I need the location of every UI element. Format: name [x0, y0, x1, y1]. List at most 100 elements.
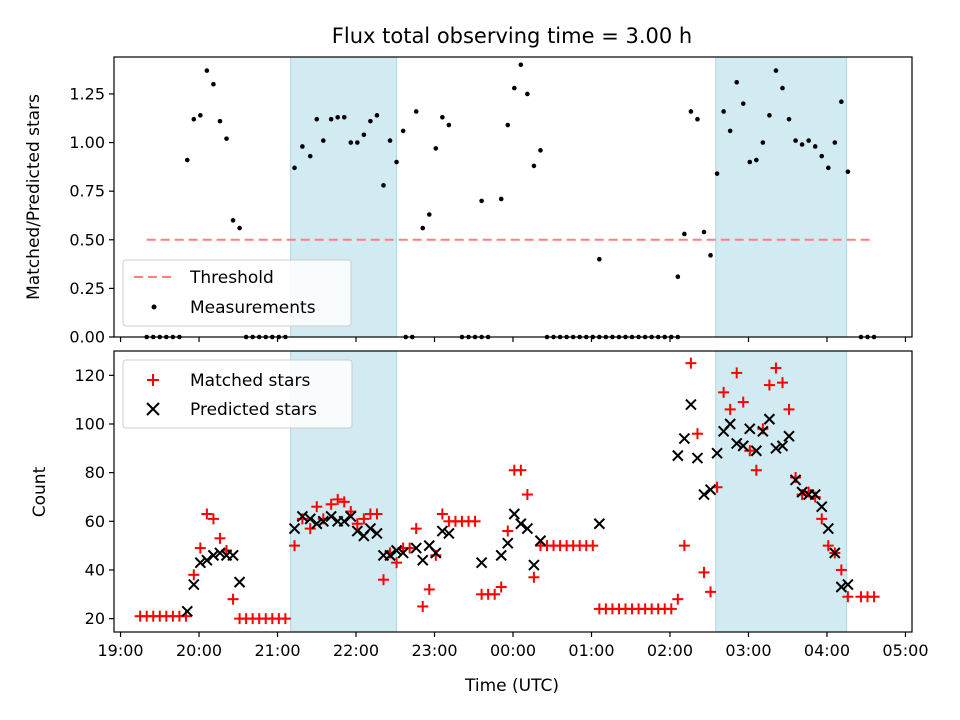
- measurement-point: [525, 91, 530, 97]
- predicted-star-marker: [443, 527, 455, 540]
- matched-star-marker: [489, 588, 501, 600]
- matched-star-marker: [528, 571, 540, 583]
- measurement-point: [819, 153, 825, 159]
- predicted-star-marker: [430, 547, 442, 559]
- predicted-star-marker: [789, 474, 802, 486]
- matched-star-marker: [678, 540, 690, 552]
- predicted-star-marker: [325, 510, 337, 523]
- measurement-point: [695, 116, 700, 122]
- matched-star-marker: [332, 493, 344, 505]
- x-tick-label: 21:00: [254, 641, 300, 660]
- x-tick-label: 03:00: [725, 641, 771, 660]
- measurement-point: [708, 253, 713, 258]
- measurement-point: [498, 196, 504, 202]
- predicted-star-marker: [351, 525, 364, 537]
- measurement-point: [812, 144, 818, 149]
- matched-star-marker: [515, 464, 527, 476]
- legend-predicted-label: Predicted stars: [190, 400, 317, 420]
- predicted-star-marker: [317, 515, 330, 528]
- matched-star-marker: [763, 379, 775, 391]
- matched-star-marker: [665, 603, 677, 615]
- measurement-point: [355, 140, 360, 145]
- predicted-star-marker: [304, 513, 316, 525]
- matched-star-marker: [358, 513, 370, 525]
- predicted-star-marker: [704, 483, 717, 496]
- predicted-star-marker: [207, 549, 220, 562]
- predicted-star-marker: [436, 525, 449, 537]
- measurement-point: [505, 122, 511, 128]
- predicted-star-marker: [724, 418, 736, 430]
- x-tick-label: 22:00: [333, 641, 379, 660]
- matched-star-marker: [816, 513, 828, 525]
- predicted-star-marker: [593, 518, 606, 530]
- predicted-star-marker: [410, 542, 422, 554]
- matched-star-marker: [776, 377, 788, 389]
- legend-predicted-swatch: [146, 402, 160, 416]
- bottom-legend-box: [122, 359, 353, 429]
- measurement-point: [714, 171, 720, 176]
- matched-star-marker: [289, 540, 301, 552]
- predicted-star-marker: [528, 559, 540, 571]
- predicted-star-marker: [233, 576, 246, 588]
- legend-matched-swatch: [147, 374, 159, 386]
- matched-star-marker: [194, 542, 206, 554]
- predicted-star-marker: [384, 549, 396, 562]
- predicted-star-marker: [194, 556, 207, 569]
- predicted-star-marker: [364, 522, 377, 535]
- measurement-point: [413, 109, 419, 114]
- matched-star-marker: [672, 593, 684, 605]
- predicted-star-marker: [227, 549, 239, 562]
- measurement-point: [237, 225, 242, 231]
- predicted-star-marker: [397, 547, 409, 559]
- predicted-star-marker: [783, 430, 795, 442]
- count-points: [134, 357, 880, 625]
- x-tick-label: 02:00: [647, 641, 693, 660]
- predicted-star-marker: [757, 425, 769, 437]
- measurement-point: [230, 218, 236, 223]
- bottom-plot-frame: [113, 350, 913, 633]
- measurement-point: [446, 122, 452, 128]
- predicted-star-marker: [502, 537, 514, 549]
- measurement-point: [538, 148, 543, 153]
- measurement-point: [727, 128, 733, 134]
- bottom-y-tick-label: 40: [85, 560, 105, 579]
- predicted-star-marker: [188, 578, 200, 591]
- measurement-point: [701, 229, 707, 235]
- matched-star-marker: [469, 515, 481, 527]
- measurement-point: [793, 138, 798, 143]
- measurement-point: [191, 116, 197, 122]
- predicted-star-marker: [816, 500, 828, 513]
- matched-star-marker: [705, 586, 717, 598]
- predicted-star-marker: [750, 445, 763, 457]
- x-tick-label: 01:00: [568, 641, 614, 660]
- shaded-region-2: [715, 350, 848, 633]
- predicted-star-marker: [296, 510, 309, 523]
- top-legend-box: [122, 259, 352, 327]
- measurement-point: [754, 157, 759, 163]
- predicted-star-marker: [214, 547, 226, 559]
- legend-threshold-label: Threshold: [189, 268, 274, 288]
- top-y-tick-label: 0.75: [69, 182, 105, 201]
- matched-star-marker: [311, 501, 323, 513]
- measurement-point: [786, 116, 792, 122]
- matched-star-marker: [207, 513, 219, 525]
- matched-star-marker: [351, 518, 363, 530]
- predicted-star-marker: [181, 605, 193, 618]
- measurement-point: [387, 138, 393, 143]
- measurement-point: [198, 113, 203, 118]
- matched-star-marker: [410, 523, 422, 535]
- bottom-x-ticks: 19:00 20:00 21:00 22:00 23:00 00:00 01:00 02:00…: [97, 632, 929, 660]
- measurement-point: [825, 165, 831, 171]
- measurement-point: [839, 99, 844, 105]
- measurement-point: [740, 101, 746, 106]
- matched-star-marker: [304, 523, 316, 535]
- bottom-legend: Matched stars Predicted stars: [122, 359, 353, 429]
- matched-star-marker: [404, 542, 416, 554]
- measurement-point: [184, 157, 190, 163]
- matched-star-marker: [718, 386, 730, 398]
- top-panel: Flux total observing time = 3.00 h 0.000…: [24, 24, 913, 347]
- top-y-ticks: 0.00 0.25 0.50 0.75 1.00 1.25: [69, 84, 114, 347]
- matched-star-marker: [750, 464, 762, 476]
- measurement-point: [512, 85, 517, 91]
